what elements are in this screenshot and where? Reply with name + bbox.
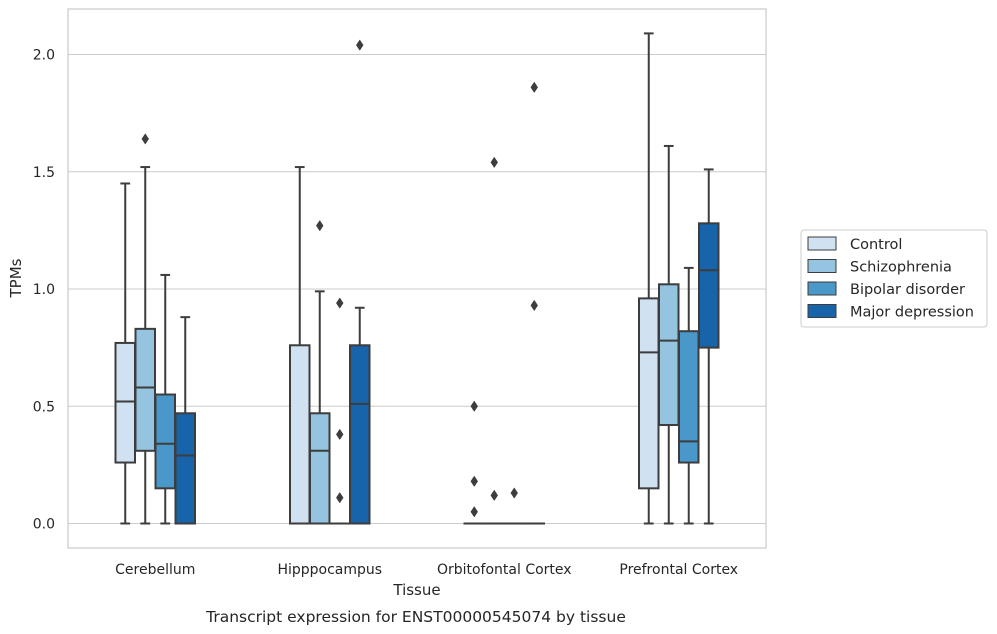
box-bipolar-disorder [154,273,176,525]
box-control [638,32,660,525]
box-schizophrenia [134,133,156,525]
plot-frame [67,8,767,549]
outlier-point [490,489,498,502]
chart-caption: Transcript expression for ENST0000054507… [205,608,626,626]
outlier-point [336,492,344,504]
y-tick-label: 1.0 [33,282,55,298]
box-body [309,412,331,525]
box-control [463,400,485,525]
box-body [289,344,311,525]
box-bipolar-disorder [503,487,525,525]
box-body [698,222,720,349]
outlier-point [141,133,149,145]
y-axis-label: TPMs [7,258,25,298]
box-schizophrenia [309,220,331,525]
outlier-point [336,428,344,441]
x-tick-label: Orbitofontal Cortex [437,562,572,578]
box-schizophrenia [658,144,680,525]
outlier-point [470,400,478,412]
box-body [174,412,196,525]
legend-label: Control [850,237,902,253]
box-plot-series [114,32,720,525]
outlier-point [316,220,324,232]
outlier-point [530,299,538,312]
legend-label: Bipolar disorder [850,282,965,298]
legend-label: Major depression [850,305,974,321]
box-body [154,393,176,490]
y-tick-label: 1.5 [33,165,55,181]
y-tick-label: 2.0 [33,48,55,64]
outlier-point [510,487,518,499]
y-tick-labels: 0.0 0.5 1.0 1.5 2.0 [33,48,55,533]
y-tick-label: 0.5 [33,399,55,415]
x-tick-label: Cerebellum [115,562,195,578]
legend-swatch [807,236,837,251]
box-schizophrenia [483,156,505,525]
x-tick-label: Prefrontal Cortex [619,562,738,578]
box-body [658,283,680,427]
x-tick-labels: Cerebellum Hipppocampus Orbitofontal Corte… [115,562,738,578]
outlier-point [356,39,364,51]
outlier-point [530,81,538,93]
box-control [114,182,136,525]
box-major-depression [698,168,720,525]
outlier-point [470,506,478,518]
box-body [114,341,136,464]
x-axis-label: Tissue [392,581,440,599]
box-major-depression [349,39,371,525]
box-control [289,166,311,525]
box-body [134,327,156,452]
box-bipolar-disorder [329,297,351,525]
box-body [638,297,660,490]
box-major-depression [174,316,196,525]
outlier-point [336,297,344,309]
outlier-point [490,156,498,169]
box-major-depression [523,81,545,525]
legend: Control Schizophrenia Bipolar disorder Majo… [800,229,988,328]
x-tick-label: Hipppocampus [277,562,382,578]
legend-frame [800,229,988,328]
box-bipolar-disorder [678,266,700,525]
legend-swatch [807,304,837,318]
y-tick-label: 0.0 [33,517,55,533]
legend-swatch [807,281,837,296]
legend-label: Schizophrenia [850,260,952,276]
legend-swatch [807,259,837,273]
box-body [678,330,700,464]
box-body [349,344,371,525]
outlier-point [470,475,478,487]
